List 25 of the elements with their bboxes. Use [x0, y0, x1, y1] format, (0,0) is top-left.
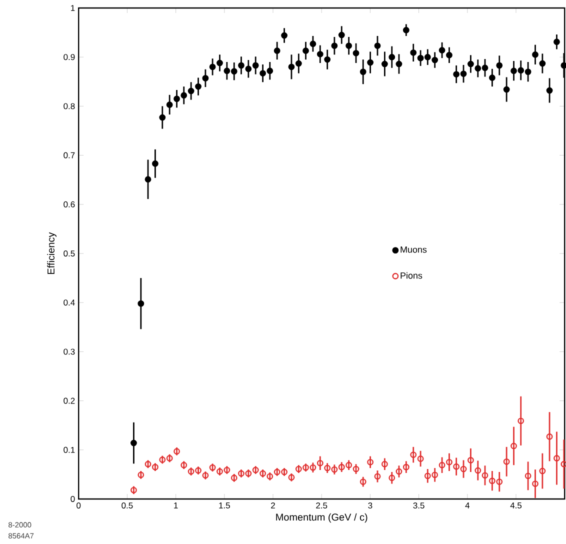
- x-tick-label: 4: [465, 502, 470, 508]
- x-tick-label: 0.5: [122, 502, 133, 508]
- y-axis-title: Efficiency: [47, 232, 56, 274]
- x-axis-title: Momentum (GeV / c): [276, 513, 368, 523]
- x-tick-label: 4.5: [510, 502, 522, 508]
- y-tick-label: 0.1: [64, 446, 75, 453]
- x-tick-label: 3.5: [413, 502, 424, 508]
- x-tick-label: 0: [76, 502, 81, 508]
- y-tick-label: 0.2: [64, 398, 75, 404]
- y-tick-label: 0.6: [64, 201, 75, 208]
- x-tick-label: 1.5: [219, 502, 230, 508]
- y-tick-label: 0.5: [64, 250, 75, 256]
- y-tick-label: 0.4: [64, 300, 75, 306]
- y-tick-label: 0.9: [64, 54, 75, 60]
- legend-label: Muons: [400, 246, 427, 253]
- x-tick-label: 2: [271, 502, 275, 508]
- y-tick-label: 0.8: [64, 103, 75, 110]
- y-tick-label: 1: [71, 5, 75, 11]
- x-tick-label: 1: [174, 502, 178, 508]
- y-tick-label: 0: [70, 496, 75, 502]
- x-tick-label: 3: [368, 502, 372, 508]
- x-tick-label: 2.5: [316, 502, 328, 508]
- legend-label: Pions: [400, 272, 422, 279]
- y-tick-label: 0.3: [64, 348, 75, 355]
- y-tick-label: 0.7: [64, 152, 75, 158]
